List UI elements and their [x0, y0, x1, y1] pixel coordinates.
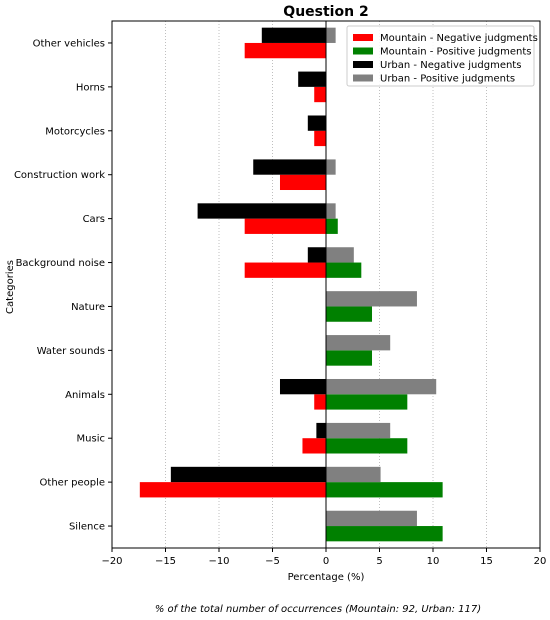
y-tick-label: Water sounds [37, 346, 105, 357]
y-tick-label: Horns [76, 82, 105, 93]
y-tick-label: Construction work [14, 170, 105, 181]
x-tick-label: 5 [376, 556, 382, 567]
legend: Mountain - Negative judgments Mountain - … [346, 25, 538, 87]
legend-swatch [353, 61, 373, 68]
bar [326, 262, 362, 278]
bar [314, 394, 326, 410]
x-tick-label: 20 [534, 556, 547, 567]
bar [326, 203, 336, 219]
y-tick-label: Silence [69, 522, 105, 533]
bar [316, 422, 326, 439]
bar [244, 262, 326, 278]
legend-swatch [353, 47, 373, 55]
legend-label: Urban - Negative judgments [380, 60, 521, 71]
legend-label: Mountain - Negative judgments [380, 33, 538, 44]
bar [139, 482, 326, 498]
bar [197, 203, 326, 219]
y-tick-label: Cars [83, 214, 105, 225]
bar [326, 159, 336, 175]
bar [326, 394, 408, 410]
legend-swatch [353, 34, 373, 41]
bar [253, 159, 326, 175]
bar [307, 247, 326, 263]
bar [326, 350, 373, 366]
plot-frame [111, 20, 541, 549]
bar [307, 115, 326, 131]
bar [298, 71, 326, 87]
x-tick-label: 0 [323, 556, 329, 567]
x-tick-label: 10 [427, 556, 440, 567]
legend-box [346, 25, 535, 87]
footnote: % of the total number of occurrences (Mo… [155, 604, 481, 615]
x-tick-label: −5 [265, 556, 280, 567]
x-tick-label: 15 [480, 556, 493, 567]
x-tick-label: −10 [208, 556, 229, 567]
x-axis-label: Percentage (%) [288, 572, 365, 583]
bar [326, 306, 373, 322]
y-axis-ticks: Other vehicles Horns Motorcycles Constructi… [14, 38, 112, 533]
y-tick-label: Motorcycles [45, 126, 105, 137]
bar [326, 218, 338, 234]
x-tick-label: −15 [155, 556, 176, 567]
bar [170, 466, 326, 483]
y-tick-label: Background noise [16, 258, 105, 269]
bar [314, 86, 326, 103]
y-tick-label: Animals [65, 390, 105, 401]
bar [326, 27, 336, 43]
legend-swatch [353, 74, 373, 82]
bars [139, 27, 443, 542]
bar [326, 510, 417, 527]
bar [261, 27, 326, 43]
y-tick-label: Music [77, 434, 105, 445]
bar [302, 438, 326, 454]
bar [326, 482, 443, 498]
bar [326, 247, 354, 263]
x-axis-ticks: −20 −15 −10 −5 0 5 10 15 20 [101, 548, 546, 567]
bar [244, 218, 326, 234]
bar [326, 466, 381, 483]
bar [314, 130, 326, 147]
bar [279, 378, 326, 395]
x-tick-label: −20 [101, 556, 122, 567]
legend-label: Urban - Positive judgments [380, 74, 515, 85]
bar [244, 42, 326, 59]
bar [326, 335, 391, 351]
bar [279, 174, 326, 191]
bar [326, 526, 443, 542]
y-tick-label: Other people [40, 478, 105, 489]
y-axis-label: Categories [5, 260, 16, 314]
bar [326, 291, 417, 307]
legend-label: Mountain - Positive judgments [380, 47, 531, 58]
bar [326, 422, 391, 439]
bar [326, 378, 437, 395]
chart-title: Question 2 [283, 4, 368, 20]
bar [326, 438, 408, 454]
y-tick-label: Other vehicles [33, 38, 105, 49]
y-tick-label: Nature [71, 302, 105, 313]
